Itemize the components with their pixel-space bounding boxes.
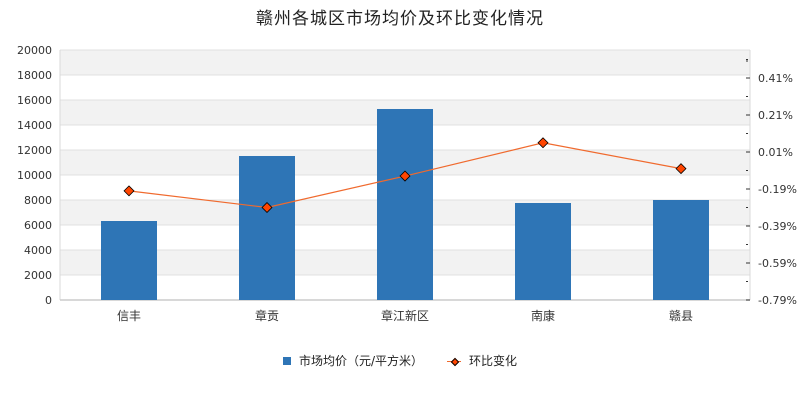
left-axis-tick-label: 14000 [17,119,52,132]
bar[interactable] [239,156,295,300]
line-point-marker[interactable] [537,137,549,149]
left-axis-tick-label: 20000 [17,44,52,57]
left-axis-tick-label: 18000 [17,69,52,82]
bar[interactable] [515,203,571,300]
x-axis-category-label: 南康 [531,308,555,323]
left-axis-tick-label: 2000 [24,269,52,282]
line-marker-icon [447,357,462,365]
left-axis-tick-label: 12000 [17,144,52,157]
right-axis-tick-label: -0.39% [758,220,797,233]
right-axis-tick-label: 0.01% [758,146,793,159]
left-axis-tick-label: 4000 [24,244,52,257]
bar-series [101,109,709,300]
line-point-marker[interactable] [399,170,411,182]
bar-swatch-icon [282,356,291,365]
left-axis: 0 2000 4000 6000 8000 10000 12000 14000 16000 180… [17,44,52,307]
legend-label-change: 环比变化 [469,354,518,368]
legend-label-price: 市场均价（元/平方米） [298,354,424,368]
legend-item-change[interactable]: 环比变化 [447,352,517,369]
x-axis-category-label: 赣县 [669,309,693,323]
x-axis-category-label: 章江新区 [381,308,429,323]
left-axis-tick-label: 0 [45,294,52,307]
legend: 市场均价（元/平方米） 环比变化 [0,352,800,369]
line-point-marker[interactable] [675,163,687,175]
bar[interactable] [653,200,709,300]
line-series [123,137,687,214]
x-axis: 信丰 章贡 章江新区 南康 赣县 [117,308,693,323]
bar[interactable] [377,109,433,300]
right-axis-tick-label: -0.19% [758,183,797,196]
right-axis-tick-label: -0.59% [758,257,797,270]
left-axis-tick-label: 16000 [17,94,52,107]
line-point-marker[interactable] [261,201,273,214]
right-axis-tick-label: 0.21% [758,109,793,122]
right-axis: -0.79% -0.59% -0.39% -0.19% 0.01% 0.21% 0.41% [746,59,797,307]
left-axis-tick-label: 10000 [17,169,52,182]
right-axis-tick-label: 0.41% [758,72,793,85]
left-axis-tick-label: 8000 [24,194,52,207]
legend-item-price[interactable]: 市场均价（元/平方米） [282,352,424,369]
bar[interactable] [101,221,157,300]
x-axis-category-label: 章贡 [255,308,279,323]
line-point-marker[interactable] [123,185,135,197]
right-axis-tick-label: -0.79% [758,294,797,307]
x-axis-category-label: 信丰 [117,309,141,323]
left-axis-tick-label: 6000 [24,219,52,232]
chart-title: 赣州各城区市场均价及环比变化情况 [256,9,544,29]
